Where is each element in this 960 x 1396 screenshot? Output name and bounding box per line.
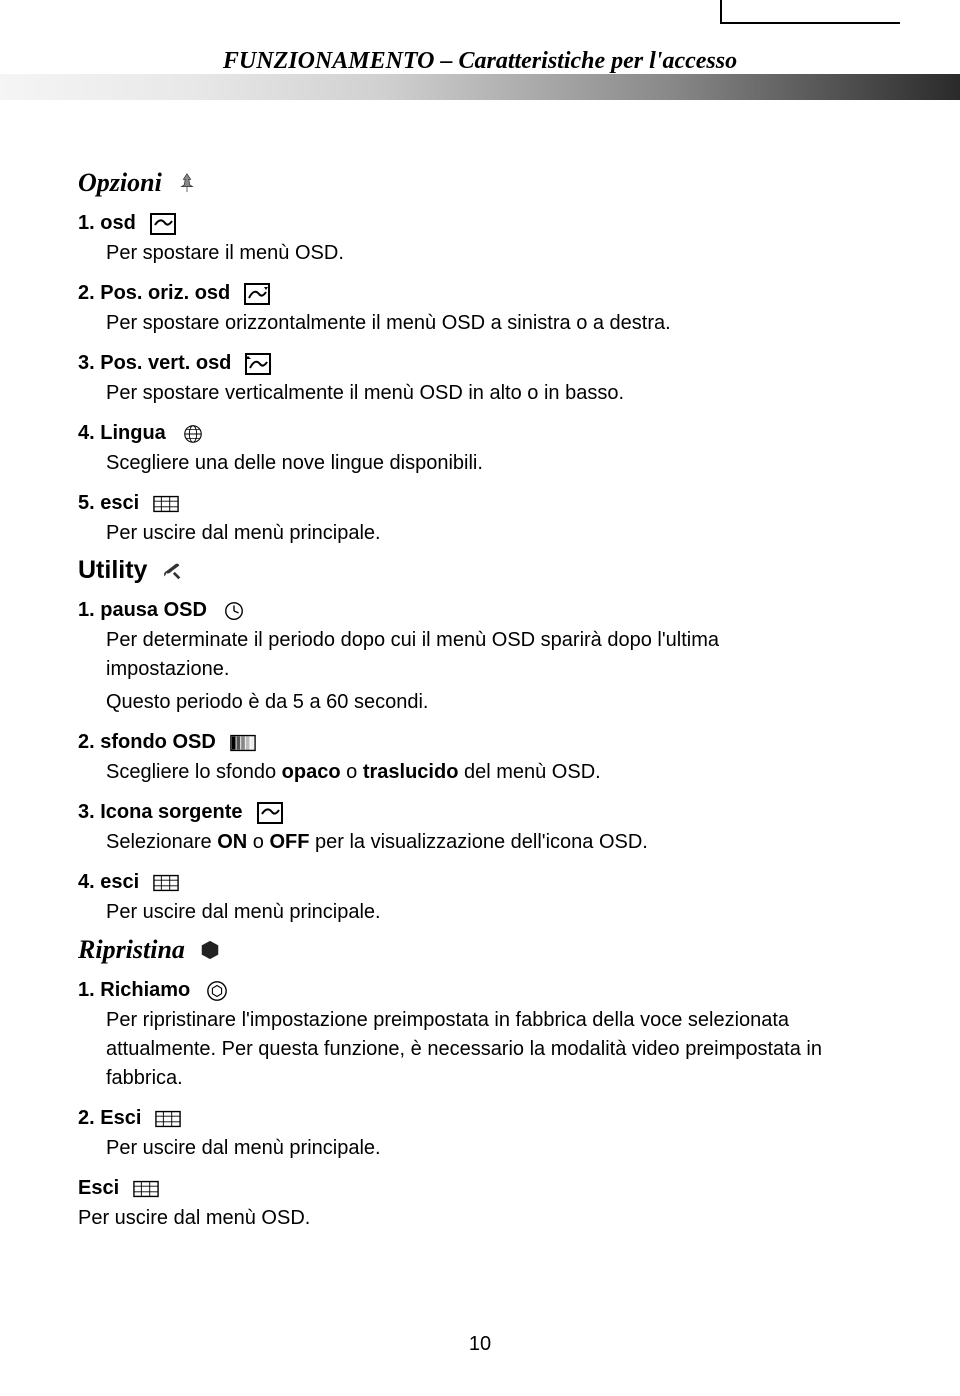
grid-icon xyxy=(155,1108,181,1130)
osd-vert-icon xyxy=(245,353,271,375)
grid-icon xyxy=(153,872,179,894)
item-pos-vert: 3. Pos. vert. osd xyxy=(78,352,830,375)
item-esci-final-desc: Per uscire dal menù OSD. xyxy=(78,1204,830,1232)
hex-icon xyxy=(197,939,223,961)
osd-horiz-icon xyxy=(244,283,270,305)
item-sfondo-desc: Scegliere lo sfondo opaco o traslucido d… xyxy=(106,758,830,787)
item-icona-sorgente-desc: Selezionare ON o OFF per la visualizzazi… xyxy=(106,828,830,857)
header-band: FUNZIONAMENTO – Caratteristiche per l'ac… xyxy=(0,48,960,100)
section-utility: Utility xyxy=(78,556,830,585)
osd-move-icon xyxy=(150,213,176,235)
item-esci-1-desc: Per uscire dal menù principale. xyxy=(106,519,830,548)
item-lingua-desc: Scegliere una delle nove lingue disponib… xyxy=(106,449,830,478)
item-pausa: 1. pausa OSD xyxy=(78,599,830,622)
page-number: 10 xyxy=(0,1333,960,1356)
osd-move-icon xyxy=(257,802,283,824)
globe-icon xyxy=(180,423,206,445)
item-esci-2-desc: Per uscire dal menù principale. xyxy=(106,898,830,927)
section-ripristina: Ripristina xyxy=(78,935,830,965)
item-esci-3-desc: Per uscire dal menù principale. xyxy=(106,1134,830,1163)
section-opzioni: Opzioni xyxy=(78,168,830,198)
item-icona-sorgente: 3. Icona sorgente xyxy=(78,801,830,824)
item-pos-vert-desc: Per spostare verticalmente il menù OSD i… xyxy=(106,379,830,408)
grid-icon xyxy=(153,493,179,515)
section-ripristina-title: Ripristina xyxy=(78,935,185,965)
grid-icon xyxy=(133,1178,159,1200)
corner-decoration xyxy=(720,0,900,24)
header-gradient xyxy=(0,74,960,100)
item-richiamo-desc: Per ripristinare l'impostazione preimpos… xyxy=(106,1006,830,1093)
item-pausa-desc: Per determinate il periodo dopo cui il m… xyxy=(106,626,830,684)
circle-hex-icon xyxy=(204,980,230,1002)
item-lingua: 4. Lingua xyxy=(78,422,830,445)
item-pos-oriz-desc: Per spostare orizzontalmente il menù OSD… xyxy=(106,309,830,338)
item-esci-2: 4. esci xyxy=(78,871,830,894)
tool-icon xyxy=(159,560,185,582)
item-sfondo: 2. sfondo OSD xyxy=(78,731,830,754)
content-area: Opzioni 1. osd Per spostare il menù OSD.… xyxy=(78,160,830,1232)
section-utility-title: Utility xyxy=(78,556,147,585)
item-esci-3: 2. Esci xyxy=(78,1107,830,1130)
section-opzioni-title: Opzioni xyxy=(78,168,162,198)
item-osd-desc: Per spostare il menù OSD. xyxy=(106,239,830,268)
item-esci-final: Esci xyxy=(78,1177,830,1200)
item-pausa-desc2: Questo periodo è da 5 a 60 secondi. xyxy=(106,688,830,717)
page-title: FUNZIONAMENTO – Caratteristiche per l'ac… xyxy=(0,48,960,75)
bars-icon xyxy=(230,732,256,754)
item-richiamo: 1. Richiamo xyxy=(78,979,830,1002)
pin-icon xyxy=(174,172,200,194)
item-pos-oriz: 2. Pos. oriz. osd xyxy=(78,282,830,305)
item-esci-1: 5. esci xyxy=(78,492,830,515)
clock-icon xyxy=(221,600,247,622)
item-osd: 1. osd xyxy=(78,212,830,235)
